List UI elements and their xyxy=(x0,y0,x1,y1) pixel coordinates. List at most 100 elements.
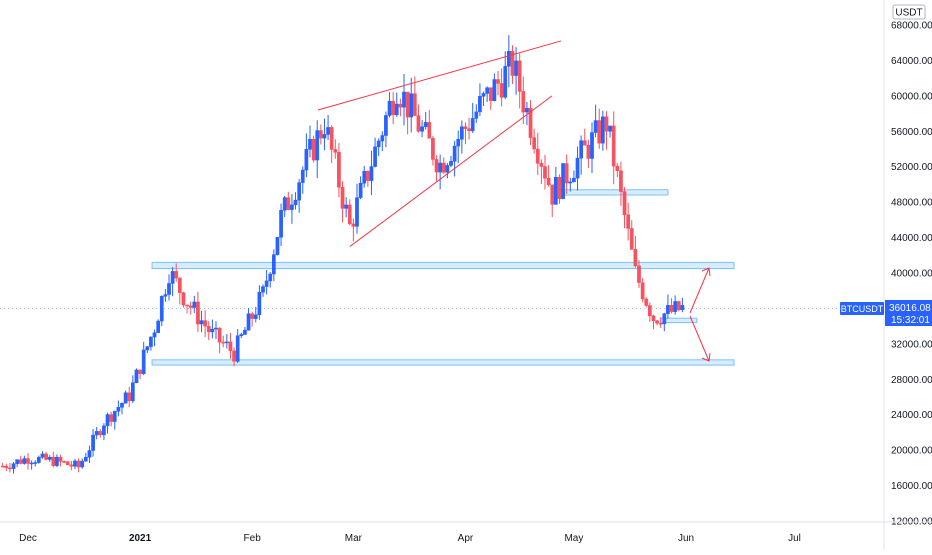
candle-body xyxy=(138,369,142,374)
currency-label: USDT xyxy=(895,8,922,19)
candle-body xyxy=(181,292,186,306)
candle-body xyxy=(535,148,540,164)
candle-body xyxy=(51,456,56,466)
candle-body xyxy=(351,223,356,227)
candle-body xyxy=(582,140,587,146)
candle-body xyxy=(355,197,359,227)
candle-body xyxy=(36,456,41,463)
y-tick-label: 16000.00 xyxy=(891,481,932,492)
candle-body xyxy=(680,304,685,311)
candle-body xyxy=(499,83,504,98)
candle-body xyxy=(344,204,349,209)
candle-body xyxy=(83,457,88,462)
candle-body xyxy=(608,125,612,132)
candle-body xyxy=(156,320,161,333)
candle-body xyxy=(26,458,30,464)
candle-body xyxy=(619,170,623,192)
candle-body xyxy=(629,228,634,250)
candle-body xyxy=(80,460,85,468)
y-tick-label: 60000.00 xyxy=(891,91,932,102)
candle-body xyxy=(177,277,182,293)
candle-body xyxy=(253,314,258,319)
candle-body xyxy=(626,214,631,229)
candle-body xyxy=(271,254,276,275)
candle-body xyxy=(633,249,638,267)
x-tick-label: Jun xyxy=(678,533,694,544)
candle-body xyxy=(467,128,471,132)
candle-body xyxy=(622,191,627,216)
candle-body xyxy=(463,126,468,129)
candle-body xyxy=(373,146,377,167)
y-tick-label: 56000.00 xyxy=(891,127,932,138)
candle-body xyxy=(22,458,27,464)
candle-body xyxy=(243,329,247,335)
candle-body xyxy=(387,100,392,116)
candle-body xyxy=(543,166,547,179)
y-tick-label: 20000.00 xyxy=(891,446,932,457)
candle-body xyxy=(362,171,367,184)
candle-body xyxy=(604,116,609,132)
support-zone xyxy=(151,359,735,366)
candle-body xyxy=(488,87,493,101)
candle-body xyxy=(239,334,244,336)
candle-body xyxy=(290,204,294,210)
candle-body xyxy=(192,301,197,308)
candle-body xyxy=(91,434,95,451)
y-tick-label: 68000.00 xyxy=(891,21,932,32)
candle-body xyxy=(250,313,255,319)
symbol-label: BTCUSDT xyxy=(841,304,884,314)
candle-body xyxy=(297,182,302,201)
candle-body xyxy=(109,414,114,422)
candle-body xyxy=(427,122,432,139)
candle-body xyxy=(264,280,269,287)
y-tick-label: 32000.00 xyxy=(891,339,932,350)
candle-body xyxy=(224,341,229,344)
candle-body xyxy=(214,327,218,330)
candle-body xyxy=(481,93,486,97)
currency-badge[interactable] xyxy=(892,4,926,20)
arrow-up-line xyxy=(689,267,710,314)
candle-body xyxy=(662,313,667,325)
wedge-upper-line xyxy=(317,40,562,111)
candle-body xyxy=(329,127,334,150)
last-price-badge xyxy=(885,300,932,326)
candle-body xyxy=(206,326,211,333)
candle-body xyxy=(112,411,117,422)
symbol-badge xyxy=(840,302,884,315)
candle-body xyxy=(293,199,298,206)
candle-body xyxy=(69,464,74,467)
candle-body xyxy=(593,120,598,133)
candle-body xyxy=(167,283,171,295)
candle-body xyxy=(98,431,103,436)
candle-body xyxy=(199,320,204,325)
candle-body xyxy=(590,132,594,159)
candle-body xyxy=(149,336,153,347)
candle-body xyxy=(441,162,446,173)
candle-body xyxy=(145,346,150,351)
candle-body xyxy=(333,149,338,153)
candle-body xyxy=(470,118,475,132)
candle-body xyxy=(185,304,189,307)
candle-body xyxy=(579,140,584,159)
candle-body xyxy=(282,197,287,211)
candle-body xyxy=(666,305,670,314)
candle-body xyxy=(485,87,490,94)
candle-body xyxy=(44,453,48,460)
candle-body xyxy=(221,341,226,344)
candle-body xyxy=(572,177,576,183)
y-tick-label: 24000.00 xyxy=(891,410,932,421)
candle-body xyxy=(29,462,34,465)
candles xyxy=(0,35,685,474)
candle-body xyxy=(203,320,208,327)
candle-body xyxy=(676,301,681,311)
candle-body xyxy=(376,140,381,148)
candle-body xyxy=(459,126,464,140)
candle-body xyxy=(123,392,128,404)
candle-body xyxy=(347,204,352,225)
candle-body xyxy=(163,294,168,297)
candle-body xyxy=(174,271,179,279)
candle-body xyxy=(369,166,374,181)
candle-body xyxy=(528,108,533,138)
